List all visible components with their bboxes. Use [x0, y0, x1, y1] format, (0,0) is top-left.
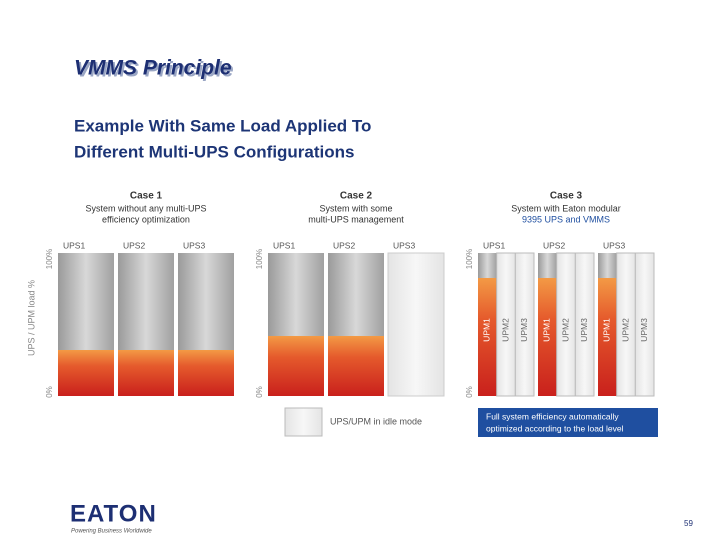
module-capacity [598, 253, 617, 278]
axis-label: UPS / UPM load % [26, 280, 36, 356]
unit-label: UPS1 [273, 240, 295, 250]
axis-bottom: 0% [465, 386, 474, 398]
idle-module [574, 252, 595, 397]
module-load [478, 278, 497, 396]
case-description: multi-UPS management [308, 214, 404, 224]
unit-label: UPS3 [183, 240, 205, 250]
idle-unit [387, 252, 445, 397]
module-label: UPM1 [602, 318, 612, 342]
unit-load [268, 336, 324, 396]
unit-capacity [58, 253, 114, 350]
module-label: UPM1 [482, 318, 492, 342]
axis-top: 100% [45, 249, 54, 269]
case-description: efficiency optimization [102, 214, 190, 224]
unit-label: UPS1 [483, 240, 505, 250]
title-shadow: VMMS Principle [76, 59, 234, 82]
axis-top: 100% [465, 249, 474, 269]
case-title: Case 2 [340, 191, 373, 202]
subtitle: Different Multi-UPS Configurations [74, 142, 354, 161]
unit-capacity [118, 253, 174, 350]
module-label: UPM2 [560, 318, 570, 342]
case-title: Case 1 [130, 191, 163, 202]
title: VMMS Principle [74, 57, 232, 80]
unit-label: UPS2 [333, 240, 355, 250]
module-capacity [478, 253, 497, 278]
module-label: UPM3 [519, 318, 529, 342]
module-label: UPM1 [542, 318, 552, 342]
module-label: UPM3 [579, 318, 589, 342]
unit-label: UPS1 [63, 240, 85, 250]
unit-label: UPS3 [393, 240, 415, 250]
unit-load [328, 336, 384, 396]
unit-label: UPS2 [543, 240, 565, 250]
module-load [598, 278, 617, 396]
case-description: System without any multi-UPS [85, 203, 206, 213]
module-capacity [538, 253, 557, 278]
case-description: System with Eaton modular [511, 203, 621, 213]
unit-label: UPS3 [603, 240, 625, 250]
case-title: Case 3 [550, 191, 583, 202]
optimized-legend: optimized according to the load level [486, 423, 624, 433]
idle-module [514, 252, 535, 397]
module-label: UPM3 [639, 318, 649, 342]
unit-capacity [328, 253, 384, 336]
idle-legend: UPS/UPM in idle mode [330, 416, 422, 426]
idle-swatch [284, 407, 323, 437]
subtitle: Example With Same Load Applied To [74, 116, 371, 135]
case-description: System with some [319, 203, 392, 213]
tagline: Powering Business Worldwide [71, 529, 152, 535]
unit-capacity [178, 253, 234, 350]
unit-capacity [268, 253, 324, 336]
unit-load [178, 350, 234, 396]
axis-bottom: 0% [45, 386, 54, 398]
optimized-box [478, 408, 658, 437]
axis-bottom: 0% [255, 386, 264, 398]
module-load [538, 278, 557, 396]
module-label: UPM2 [620, 318, 630, 342]
page-number: 59 [684, 519, 693, 528]
unit-load [58, 350, 114, 396]
logo: EATON [70, 500, 157, 527]
module-label: UPM2 [500, 318, 510, 342]
optimized-legend: Full system efficiency automatically [486, 411, 619, 421]
unit-load [118, 350, 174, 396]
unit-label: UPS2 [123, 240, 145, 250]
idle-module [634, 252, 655, 397]
case-description: 9395 UPS and VMMS [522, 214, 610, 224]
axis-top: 100% [255, 249, 264, 269]
